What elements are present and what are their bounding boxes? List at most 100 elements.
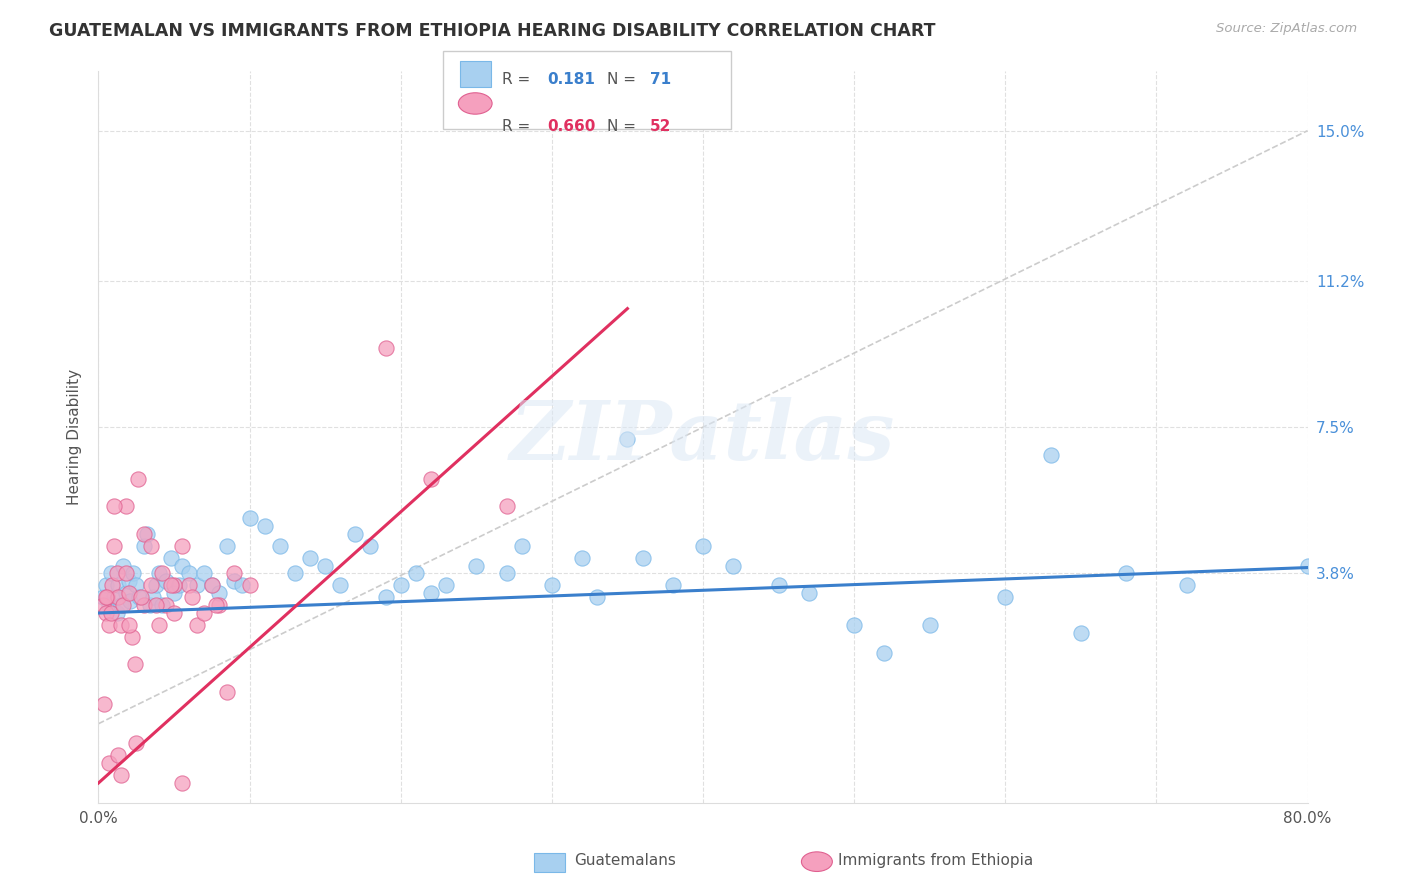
Point [145,598,167,612]
Point [994,591,1017,605]
Point [114,500,136,514]
Text: 0.181: 0.181 [547,72,595,87]
Point [103,500,125,514]
Point [148,618,170,632]
Point [284,566,307,581]
Point [253,519,276,533]
Point [94,578,117,592]
Point [107,591,129,605]
Point [125,578,148,592]
Point [163,606,186,620]
Point [163,578,186,592]
Point [692,539,714,553]
Point [150,566,173,581]
Point [103,539,125,553]
Point [389,578,412,592]
Point [170,539,193,553]
Point [201,578,224,592]
Text: R =: R = [502,119,536,134]
Point [420,586,443,600]
Point [360,539,382,553]
Point [170,776,193,790]
Point [103,591,125,605]
Point [100,566,122,581]
Text: N =: N = [607,72,641,87]
Point [91,591,114,605]
Point [224,574,246,589]
Point [631,550,654,565]
Text: ZIPatlas: ZIPatlas [510,397,896,477]
Point [118,618,141,632]
Point [208,598,231,612]
Point [91,598,114,612]
Point [179,566,201,581]
Point [873,646,896,660]
Point [139,598,162,612]
Point [105,606,128,620]
Point [616,432,638,446]
Point [96,591,118,605]
Point [170,558,193,573]
Point [132,598,155,612]
Point [105,566,128,581]
Point [132,539,155,553]
Point [231,578,253,592]
Point [160,578,183,592]
Point [1175,578,1198,592]
Point [201,578,224,592]
Text: N =: N = [607,119,641,134]
Point [179,578,201,592]
Text: 0.660: 0.660 [547,119,595,134]
Point [215,685,238,699]
Point [118,574,141,589]
Point [98,618,121,632]
Point [142,591,165,605]
Point [111,598,134,612]
Point [110,598,132,612]
Point [465,558,488,573]
Point [98,756,121,771]
Point [94,591,117,605]
Point [299,550,322,565]
Text: 71: 71 [650,72,671,87]
Point [141,578,163,592]
Point [215,539,238,553]
Point [208,586,231,600]
Point [495,500,517,514]
Point [132,527,155,541]
Point [155,598,177,612]
Point [918,618,941,632]
Text: R =: R = [502,72,536,87]
Point [100,606,122,620]
Point [329,578,352,592]
Point [239,511,262,525]
Point [98,598,121,612]
Point [163,586,186,600]
Point [186,618,208,632]
Point [128,591,150,605]
Point [150,598,173,612]
Point [797,586,820,600]
Point [1115,566,1137,581]
Point [586,591,609,605]
Point [141,539,163,553]
Point [205,598,228,612]
Point [129,591,152,605]
Point [120,594,142,608]
Point [93,697,115,711]
Point [155,574,177,589]
Point [114,586,136,600]
Point [107,578,129,592]
Point [101,578,124,592]
Point [111,558,134,573]
Point [1070,625,1092,640]
Point [181,591,204,605]
Point [1039,448,1062,462]
Y-axis label: Hearing Disability: Hearing Disability [67,369,83,505]
Text: GUATEMALAN VS IMMIGRANTS FROM ETHIOPIA HEARING DISABILITY CORRELATION CHART: GUATEMALAN VS IMMIGRANTS FROM ETHIOPIA H… [49,22,936,40]
Point [114,566,136,581]
Point [495,566,517,581]
Point [374,341,396,355]
Point [405,566,427,581]
Point [167,578,190,592]
